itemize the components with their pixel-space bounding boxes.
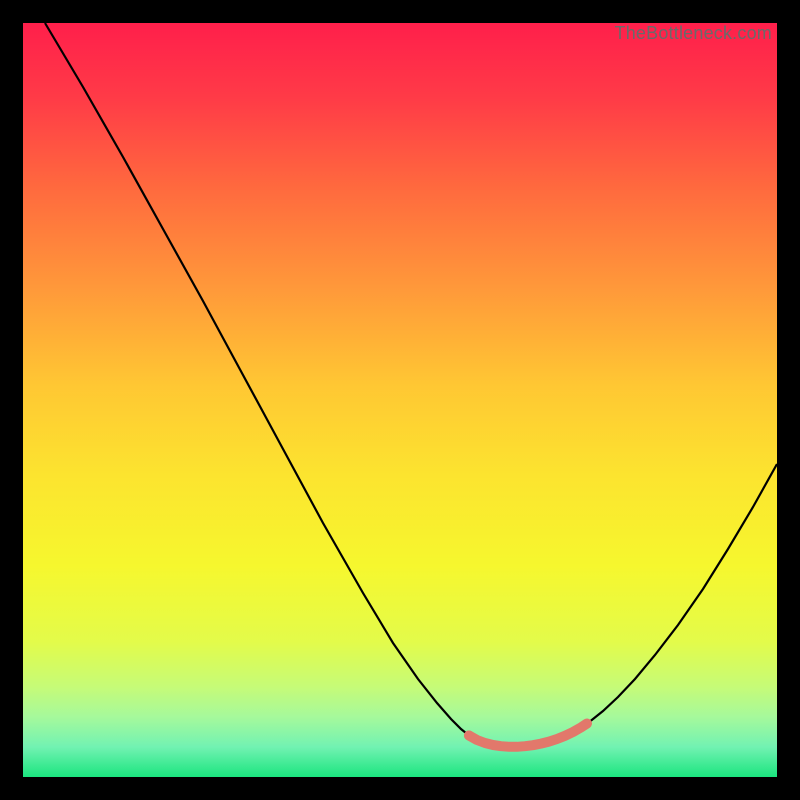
plot-area: TheBottleneck.com — [23, 23, 777, 777]
attribution-text: TheBottleneck.com — [615, 23, 772, 44]
chart-frame: TheBottleneck.com — [0, 0, 800, 800]
